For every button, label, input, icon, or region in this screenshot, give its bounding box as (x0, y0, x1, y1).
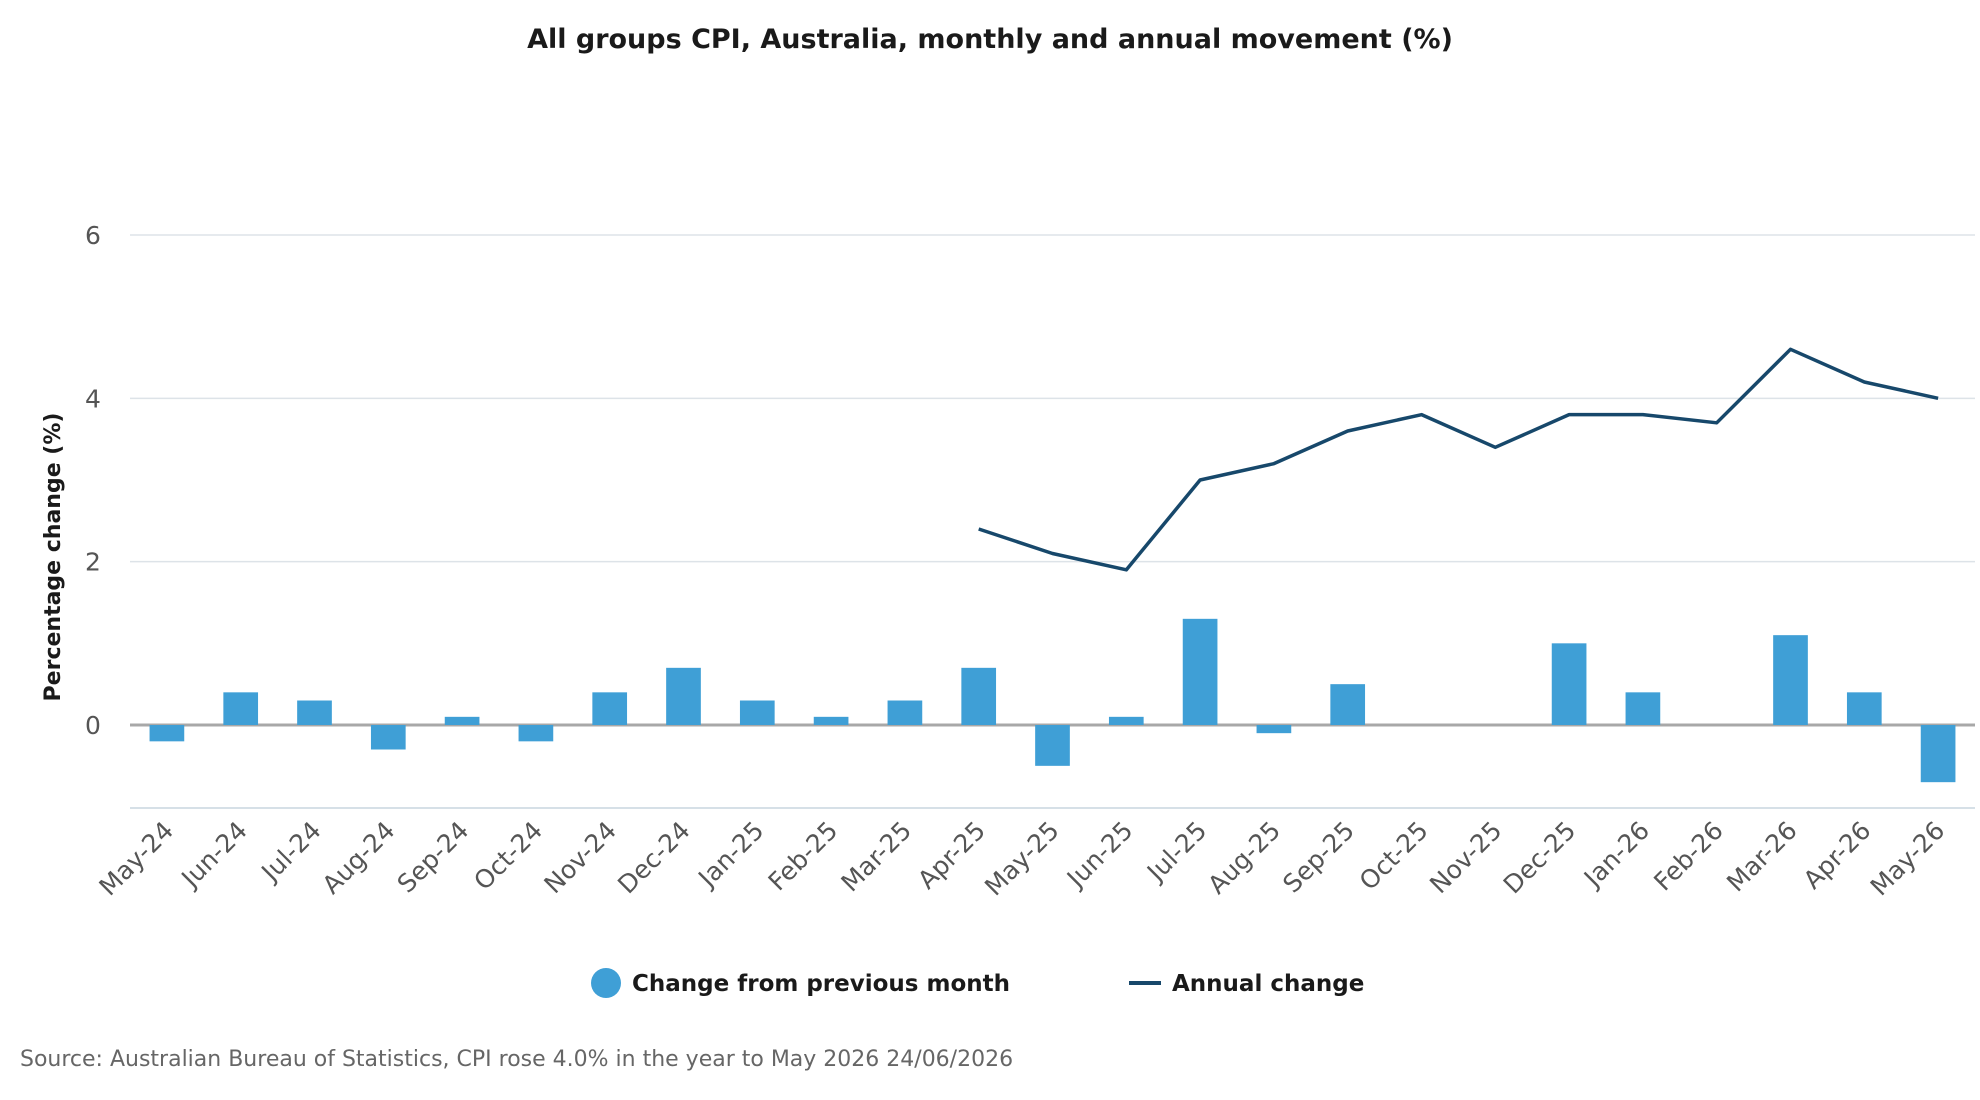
x-tick-label: Sep-25 (1277, 816, 1360, 899)
x-tick-label: Aug-24 (317, 816, 401, 900)
bar-Aug-25 (1256, 725, 1292, 734)
y-tick-label: 4 (85, 384, 101, 413)
x-tick-label: Oct-25 (1354, 816, 1434, 896)
x-tick-label: Mar-25 (836, 816, 918, 898)
x-tick-label: Apr-25 (912, 816, 991, 895)
bar-Dec-25 (1551, 643, 1587, 725)
x-tick-label: Jan-25 (691, 816, 769, 894)
bar-Jun-25 (1108, 716, 1144, 725)
y-axis-title: Percentage change (%) (41, 413, 66, 702)
bar-Sep-25 (1330, 684, 1366, 725)
x-tick-label: Oct-24 (468, 816, 548, 896)
y-tick-label: 6 (85, 221, 101, 250)
source-note: Source: Australian Bureau of Statistics,… (20, 1047, 1013, 1072)
x-tick-label: Aug-25 (1202, 816, 1286, 900)
x-tick-label: Feb-25 (763, 816, 844, 897)
line-series (978, 347, 1939, 572)
bar-Jun-24 (223, 692, 259, 725)
legend-bar-label: Change from previous month (632, 971, 1010, 997)
x-tick-label: Nov-25 (1424, 816, 1507, 899)
x-tick-label: Mar-26 (1721, 816, 1803, 898)
legend-line-label: Annual change (1172, 971, 1364, 997)
bar-May-26 (1920, 725, 1956, 783)
gridlines (130, 234, 1975, 809)
x-tick-label: Jun-24 (175, 816, 253, 894)
chart-title: All groups CPI, Australia, monthly and a… (527, 24, 1453, 55)
bar-series (149, 618, 1956, 783)
bar-Apr-25 (961, 667, 997, 725)
y-axis-ticks: 0 2 4 6 (85, 221, 101, 740)
annual-change-line (978, 347, 1939, 572)
legend: Change from previous month Annual change (591, 968, 1364, 998)
bar-Mar-25 (887, 700, 923, 725)
bar-Jan-26 (1625, 692, 1661, 725)
bar-May-24 (149, 725, 185, 742)
y-tick-label: 0 (85, 711, 101, 740)
bar-Jan-25 (739, 700, 775, 725)
x-tick-label: May-26 (1865, 816, 1951, 902)
x-tick-label: Sep-24 (392, 816, 475, 899)
bar-Jul-25 (1182, 618, 1218, 725)
x-tick-label: Jan-26 (1577, 816, 1655, 894)
x-tick-label: Dec-25 (1498, 816, 1582, 900)
bar-Nov-24 (592, 692, 628, 725)
x-tick-label: May-24 (94, 816, 180, 902)
x-tick-label: Apr-26 (1798, 816, 1877, 895)
y-tick-label: 2 (85, 548, 101, 577)
x-tick-label: May-25 (979, 816, 1065, 902)
x-tick-label: Jun-25 (1060, 816, 1138, 894)
bar-Feb-25 (813, 716, 849, 725)
bar-Sep-24 (444, 716, 480, 725)
x-tick-label: Jul-24 (255, 816, 327, 888)
bar-Apr-26 (1846, 692, 1882, 725)
x-tick-label: Dec-24 (612, 816, 696, 900)
x-tick-label: Feb-26 (1648, 816, 1729, 897)
bar-Oct-24 (518, 725, 554, 742)
bar-Aug-24 (370, 725, 406, 750)
x-tick-label: Nov-24 (539, 816, 622, 899)
bar-Jul-24 (297, 700, 332, 725)
bar-Mar-26 (1773, 635, 1808, 725)
legend-bar-swatch (591, 968, 621, 998)
x-tick-label: Jul-25 (1140, 816, 1212, 888)
bar-Dec-24 (666, 667, 701, 725)
bar-May-25 (1035, 725, 1070, 766)
